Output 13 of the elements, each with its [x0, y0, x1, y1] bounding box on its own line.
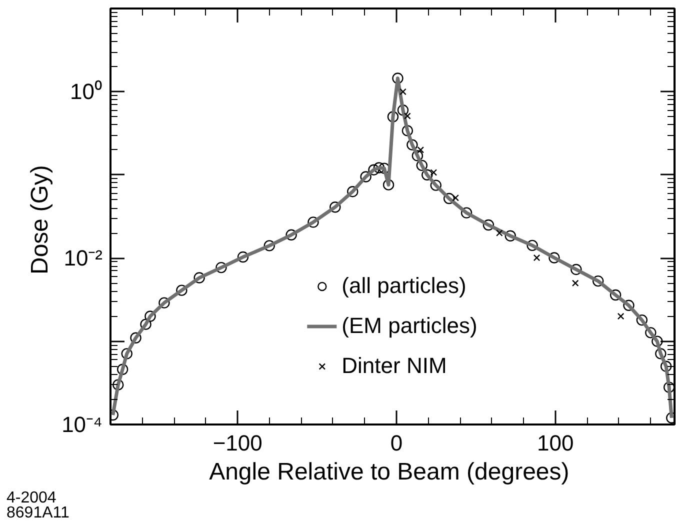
- y-axis-title: Dose (Gy): [26, 165, 54, 275]
- x-axis-title: Angle Relative to Beam (degrees): [209, 458, 570, 486]
- y-tick-label: 10⁻²: [64, 246, 102, 271]
- y-tick-label: 10⁰: [70, 79, 103, 104]
- x-tick-label: 0: [390, 430, 403, 456]
- legend-label: (all particles): [342, 272, 466, 300]
- x-tick-label: 100: [536, 430, 574, 456]
- legend-label: Dinter NIM: [342, 352, 447, 380]
- text: 4-2004: [6, 490, 56, 506]
- text: 8691A11: [6, 504, 70, 521]
- x-tick-label: −100: [212, 430, 262, 456]
- y-tick-label: 10⁻⁴: [62, 412, 103, 437]
- legend-label: (EM particles): [342, 312, 478, 340]
